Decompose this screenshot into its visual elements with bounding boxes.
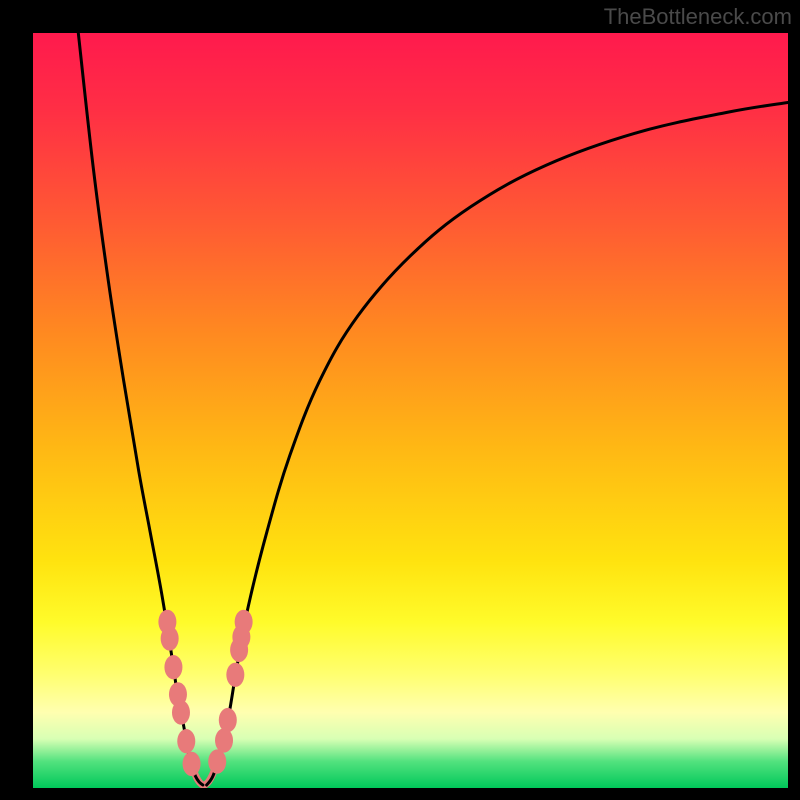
- chart-container: TheBottleneck.com: [0, 0, 800, 800]
- chart-background: [0, 0, 800, 800]
